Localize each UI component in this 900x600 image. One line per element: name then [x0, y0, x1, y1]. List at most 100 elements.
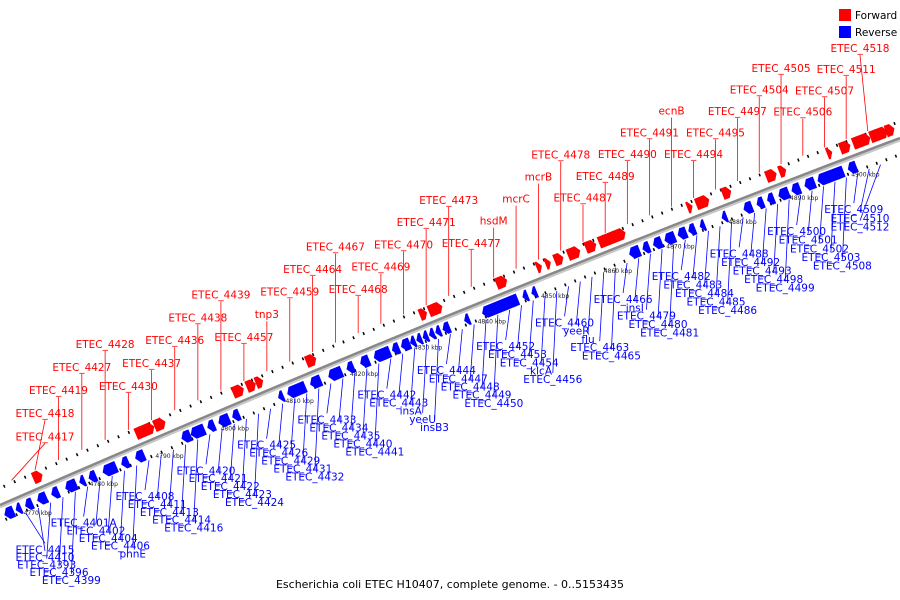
reverse-gene-arrow[interactable] [756, 196, 766, 209]
forward-gene-arrow[interactable] [253, 376, 264, 389]
forward-gene-arrow[interactable] [426, 302, 443, 318]
reverse-gene-label[interactable]: ETEC_4454 [500, 357, 559, 369]
forward-gene-arrow[interactable] [720, 186, 732, 200]
forward-gene-label[interactable]: ETEC_4418 [16, 408, 75, 420]
reverse-gene-label[interactable]: ETEC_4456 [523, 374, 582, 386]
reverse-gene-label[interactable]: insA [400, 406, 423, 418]
reverse-gene-label[interactable]: ETEC_4512 [831, 222, 890, 234]
forward-gene-label[interactable]: mcrB [525, 172, 553, 184]
reverse-gene-arrow[interactable] [25, 497, 35, 510]
reverse-gene-label[interactable]: ETEC_4503 [801, 252, 860, 264]
reverse-gene-label[interactable]: insI [626, 302, 644, 314]
reverse-gene-arrow[interactable] [328, 365, 345, 381]
forward-gene-arrow[interactable] [308, 354, 317, 366]
reverse-gene-label[interactable]: ETEC_4443 [369, 398, 428, 410]
reverse-gene-arrow[interactable] [817, 165, 846, 186]
forward-gene-arrow[interactable] [534, 261, 542, 274]
forward-gene-label[interactable]: ETEC_4507 [795, 85, 854, 97]
forward-gene-label[interactable]: ETEC_4428 [76, 339, 135, 351]
forward-gene-label[interactable]: ETEC_4477 [442, 238, 501, 250]
reverse-gene-arrow[interactable] [677, 226, 689, 240]
forward-gene-arrow[interactable] [685, 201, 693, 214]
reverse-gene-label[interactable]: ETEC_4510 [831, 213, 890, 225]
forward-gene-label[interactable]: ETEC_4497 [708, 106, 767, 118]
reverse-gene-arrow[interactable] [15, 502, 24, 515]
reverse-gene-label[interactable]: ETEC_4402 [66, 525, 125, 537]
reverse-gene-label[interactable]: ETEC_4426 [249, 448, 308, 460]
reverse-gene-label[interactable]: ETEC_4414 [152, 515, 211, 527]
reverse-gene-arrow[interactable] [642, 240, 652, 254]
forward-gene-arrow[interactable] [596, 228, 626, 249]
reverse-gene-label[interactable]: ETEC_4444 [417, 365, 476, 377]
reverse-gene-label[interactable]: ETEC_4424 [225, 497, 284, 509]
reverse-gene-arrow[interactable] [522, 289, 531, 302]
reverse-gene-label[interactable]: ETEC_4452 [476, 341, 535, 353]
forward-gene-label[interactable]: ETEC_4471 [397, 217, 456, 229]
forward-gene-label[interactable]: mcrC [502, 194, 530, 206]
reverse-gene-label[interactable]: ETEC_4393 [17, 560, 76, 572]
reverse-gene-arrow[interactable] [847, 160, 859, 174]
forward-gene-arrow[interactable] [777, 165, 787, 178]
reverse-gene-label[interactable]: ETEC_4482 [652, 271, 711, 283]
reverse-gene-label[interactable]: ETEC_4450 [464, 398, 523, 410]
reverse-gene-arrow[interactable] [278, 390, 286, 402]
reverse-gene-arrow[interactable] [287, 380, 308, 399]
forward-gene-label[interactable]: ETEC_4430 [99, 381, 158, 393]
forward-gene-label[interactable]: ETEC_4511 [817, 64, 876, 76]
reverse-gene-label[interactable]: ETEC_4421 [189, 473, 248, 485]
forward-gene-label[interactable]: ETEC_4457 [214, 332, 273, 344]
reverse-gene-label[interactable]: ETEC_4479 [617, 311, 676, 323]
reverse-gene-label[interactable]: ETEC_4434 [309, 422, 368, 434]
reverse-gene-label[interactable]: ETEC_4492 [721, 257, 780, 269]
reverse-gene-arrow[interactable] [181, 429, 194, 443]
reverse-gene-arrow[interactable] [653, 236, 665, 250]
reverse-gene-arrow[interactable] [391, 342, 402, 355]
reverse-gene-arrow[interactable] [207, 419, 218, 432]
reverse-gene-label[interactable]: ETEC_4435 [321, 430, 380, 442]
reverse-gene-arrow[interactable] [310, 374, 324, 389]
forward-gene-arrow[interactable] [565, 246, 581, 261]
forward-gene-arrow[interactable] [883, 124, 895, 138]
forward-gene-label[interactable]: ETEC_4478 [531, 150, 590, 162]
reverse-gene-arrow[interactable] [482, 293, 521, 318]
forward-gene-label[interactable]: ETEC_4437 [122, 358, 181, 370]
forward-gene-arrow[interactable] [417, 308, 427, 321]
reverse-gene-label[interactable]: ETEC_4416 [164, 522, 223, 534]
reverse-gene-arrow[interactable] [743, 200, 755, 214]
forward-gene-label[interactable]: ETEC_4473 [419, 195, 478, 207]
forward-gene-label[interactable]: ETEC_4419 [29, 385, 88, 397]
forward-gene-label[interactable]: ETEC_4438 [168, 312, 227, 324]
forward-gene-label[interactable]: ETEC_4470 [374, 239, 433, 251]
forward-gene-label[interactable]: ETEC_4439 [191, 290, 250, 302]
reverse-gene-label[interactable]: ETEC_4432 [285, 471, 344, 483]
forward-gene-arrow[interactable] [133, 422, 155, 440]
forward-gene-label[interactable]: ETEC_4436 [145, 335, 204, 347]
reverse-gene-label[interactable]: ETEC_4493 [733, 265, 792, 277]
forward-gene-arrow[interactable] [693, 195, 710, 211]
forward-gene-label[interactable]: ETEC_4417 [16, 431, 75, 443]
reverse-gene-label[interactable]: ETEC_4466 [594, 294, 653, 306]
forward-gene-label[interactable]: ETEC_4464 [283, 264, 342, 276]
forward-gene-label[interactable]: ETEC_4427 [52, 362, 111, 374]
forward-gene-label[interactable]: ETEC_4491 [620, 127, 679, 139]
forward-gene-arrow[interactable] [494, 275, 508, 290]
reverse-gene-label[interactable]: yeeR [563, 326, 589, 338]
reverse-gene-label[interactable]: ETEC_4422 [201, 481, 260, 493]
reverse-gene-label[interactable]: ETEC_4399 [42, 575, 101, 587]
forward-gene-label[interactable]: ETEC_4505 [752, 63, 811, 75]
reverse-gene-arrow[interactable] [232, 408, 242, 422]
forward-gene-label[interactable]: hsdM [480, 216, 508, 228]
reverse-gene-arrow[interactable] [400, 337, 413, 351]
forward-gene-arrow[interactable] [151, 417, 166, 432]
forward-gene-label[interactable]: ETEC_4467 [306, 242, 365, 254]
reverse-gene-arrow[interactable] [4, 505, 17, 519]
reverse-gene-label[interactable]: ETEC_4509 [824, 204, 883, 216]
reverse-gene-arrow[interactable] [664, 230, 678, 245]
reverse-gene-arrow[interactable] [135, 449, 147, 463]
reverse-gene-label[interactable]: ETEC_4408 [115, 491, 174, 503]
reverse-gene-label[interactable]: ETEC_4449 [453, 390, 512, 402]
reverse-gene-label[interactable]: ETEC_4425 [237, 440, 296, 452]
reverse-gene-label[interactable]: flu [581, 334, 594, 346]
reverse-gene-arrow[interactable] [416, 332, 425, 345]
forward-gene-arrow[interactable] [824, 147, 833, 160]
